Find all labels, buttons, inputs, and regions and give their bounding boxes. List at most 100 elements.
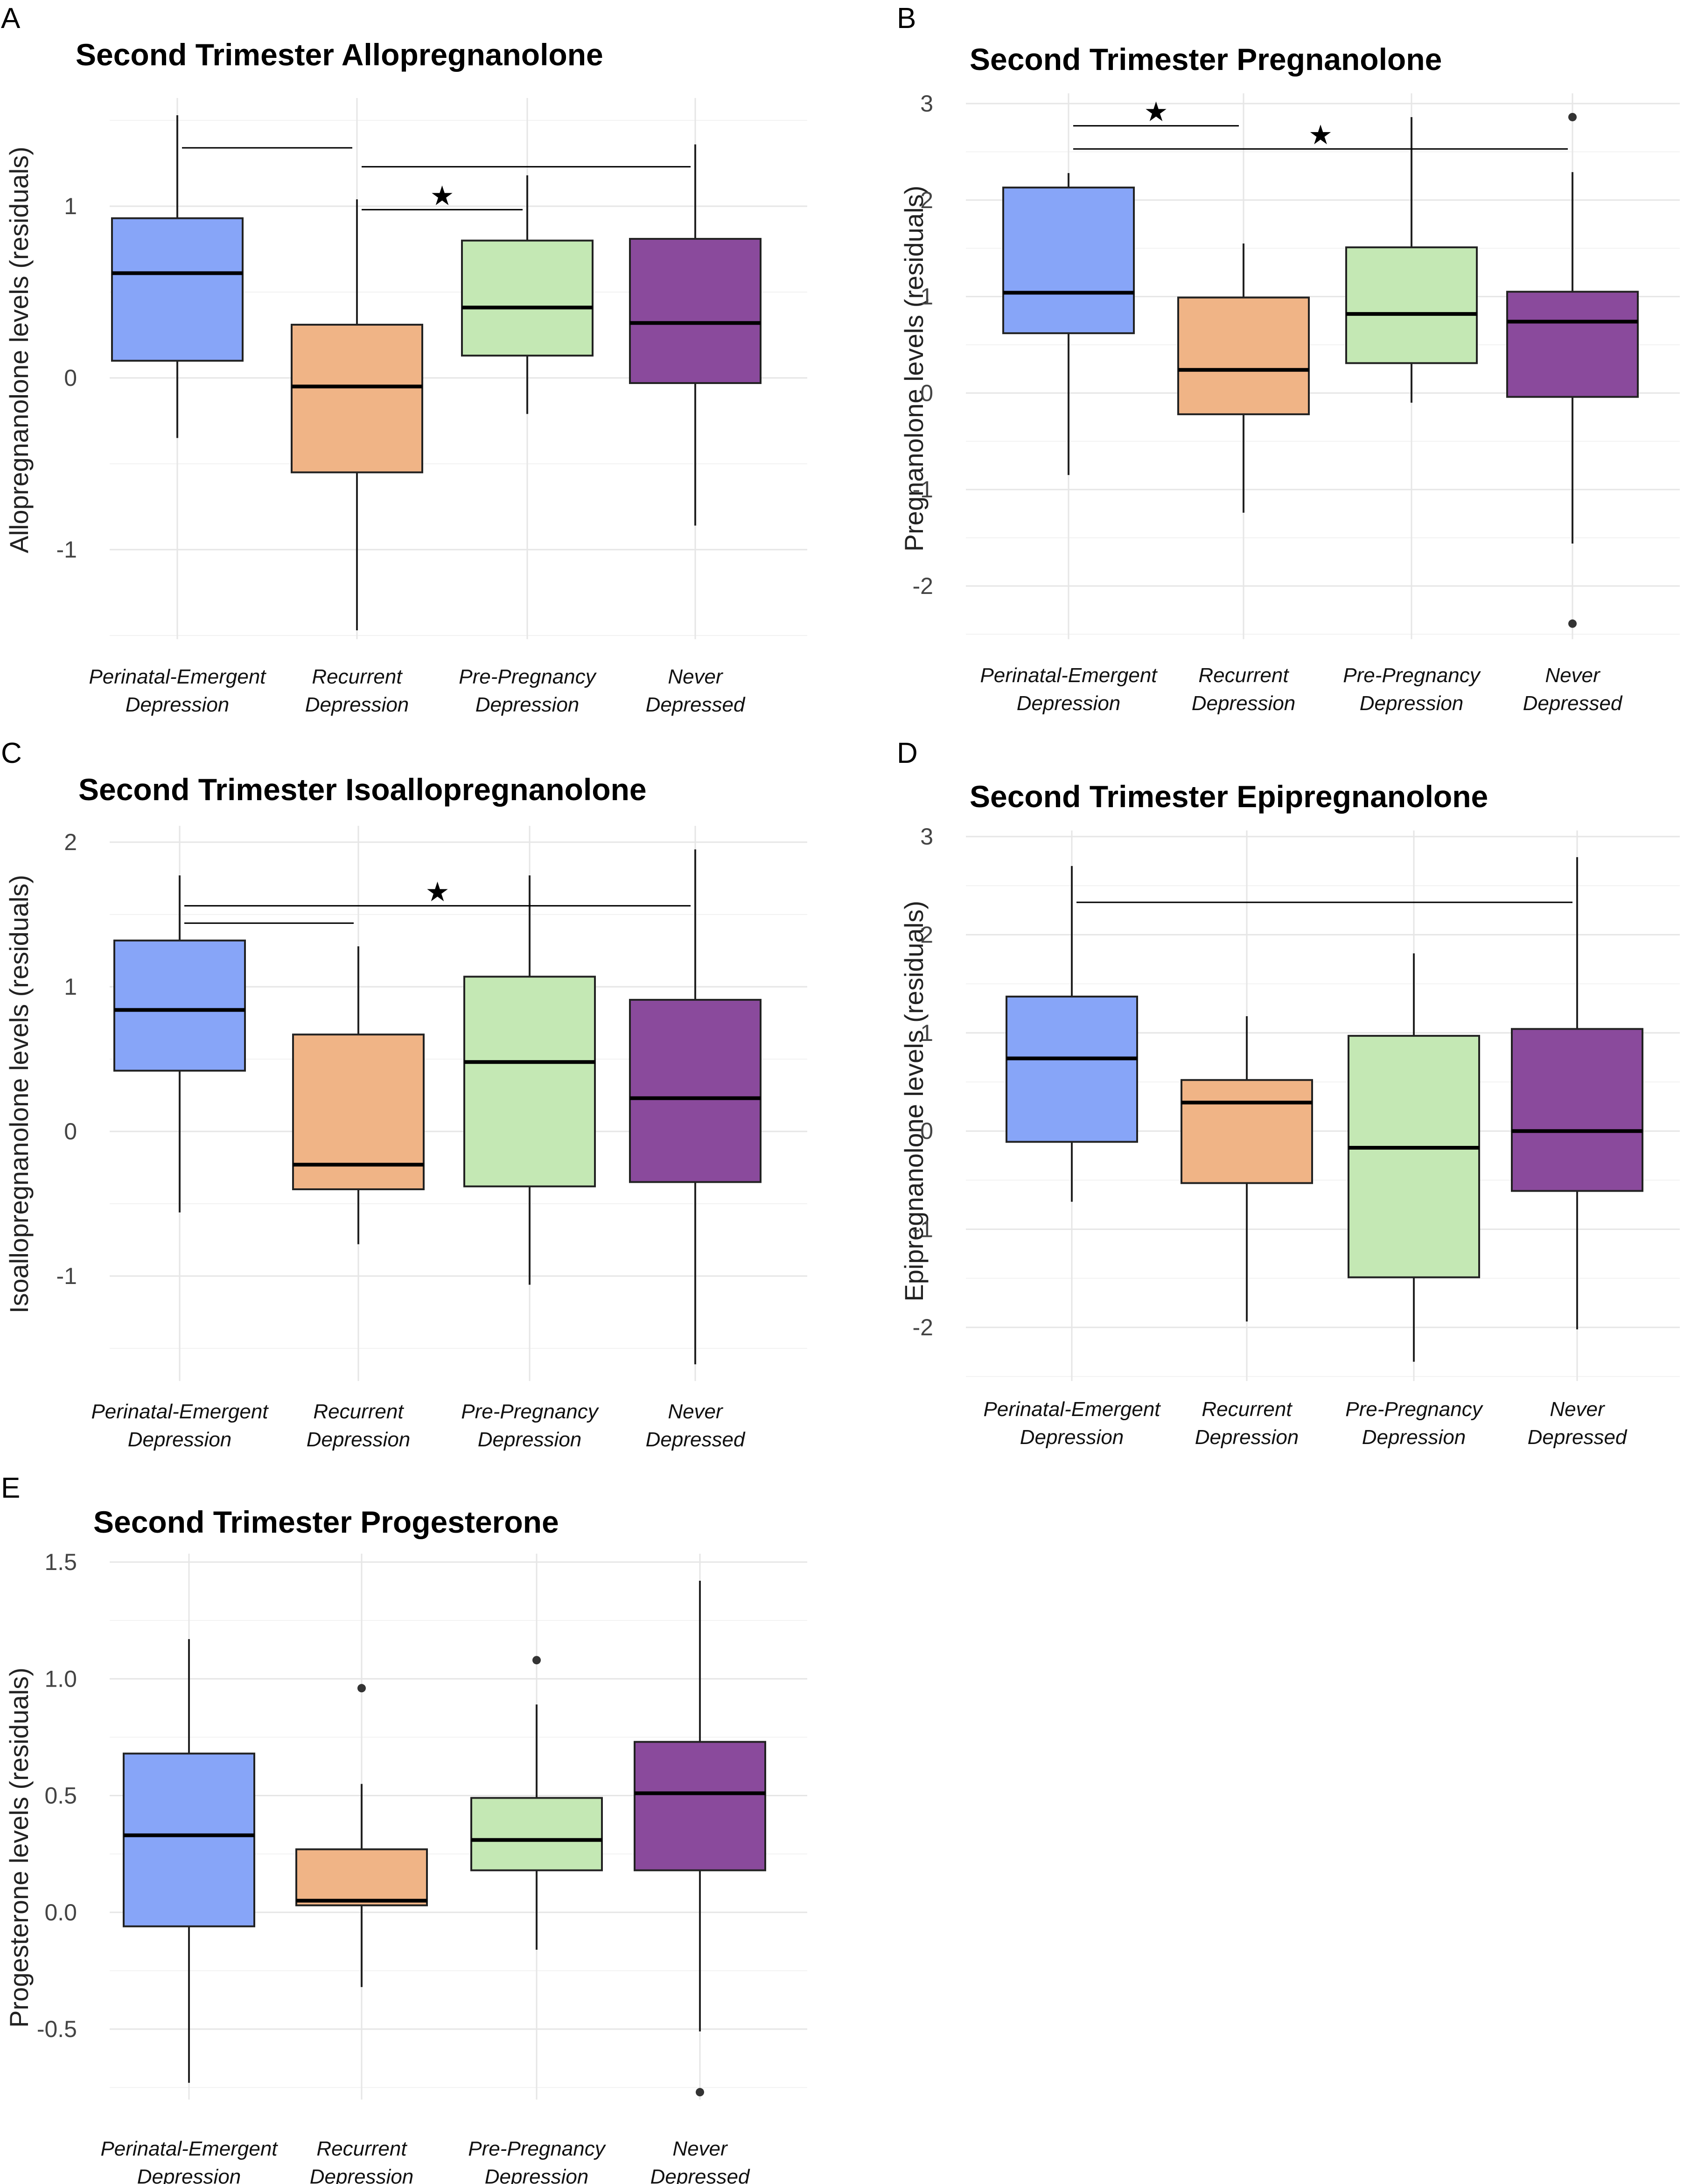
- x-tick-label-line: Depressed: [646, 693, 746, 716]
- y-tick-label: 1.5: [44, 1549, 77, 1575]
- iqr-box: [1345, 246, 1478, 364]
- y-tick-label: 1: [64, 974, 77, 1000]
- x-tick-label-line: Depressed: [646, 1428, 746, 1451]
- x-tick-label: Never Depressed: [646, 1400, 746, 1451]
- y-axis-label: Progesterone levels (residuals): [4, 1668, 34, 2028]
- x-tick-label-line: Depression: [1192, 692, 1296, 715]
- x-tick-label: Never Depressed: [646, 665, 746, 716]
- x-tick-label-line: Pre-Pregnancy: [461, 1400, 599, 1423]
- x-tick-label-line: Never: [672, 2137, 728, 2160]
- box-4: [629, 849, 762, 1365]
- iqr-box: [1181, 1079, 1313, 1184]
- x-tick-label-line: Perinatal-Emergent: [91, 1400, 269, 1423]
- iqr-box: [113, 939, 246, 1072]
- box-4: [1506, 112, 1639, 628]
- x-tick-label: Perinatal-Emergent Depression: [100, 2137, 278, 2184]
- box-2: [292, 946, 425, 1244]
- y-tick-label: -2: [913, 1314, 933, 1340]
- box-3: [1348, 953, 1480, 1362]
- x-tick-label-line: Perinatal-Emergent: [980, 664, 1158, 687]
- box-3: [1345, 117, 1478, 403]
- x-tick-label-line: Pre-Pregnancy: [1343, 664, 1481, 687]
- iqr-box: [1002, 186, 1135, 335]
- box-1: [1002, 173, 1135, 475]
- box-3: [461, 175, 594, 414]
- iqr-box: [629, 998, 762, 1183]
- x-tick-label: Recurrent Depression: [305, 665, 409, 716]
- y-tick-label: 1: [920, 284, 933, 310]
- iqr-box: [463, 976, 596, 1187]
- y-tick-label: 0: [64, 1118, 77, 1144]
- y-axis-label: Isoallopregnanolone levels (residuals): [4, 875, 34, 1313]
- chart-title: Second Trimester Progesterone: [93, 1505, 559, 1539]
- x-tick-label-line: Depression: [305, 693, 409, 716]
- box-2: [1177, 243, 1310, 513]
- panel-d: D Second Trimester Epipregnanolone Epipreg…: [897, 737, 1680, 1449]
- panel-label: A: [1, 2, 21, 35]
- y-tick-label: -1: [56, 1263, 77, 1289]
- x-tick-label: Never Depressed: [1523, 664, 1623, 715]
- y-tick-label: 2: [920, 921, 933, 948]
- x-tick-label-line: Never: [1550, 1398, 1606, 1421]
- y-tick-label: 1.0: [44, 1666, 77, 1692]
- y-axis-label: Epipregnanolone levels (residuals): [899, 900, 929, 1301]
- x-tick-label: Perinatal-Emergent Depression: [89, 665, 266, 716]
- panel-label: D: [897, 737, 918, 769]
- x-tick-label-line: Never: [1545, 664, 1601, 687]
- box-1: [113, 875, 246, 1213]
- x-tick-label-line: Depression: [128, 1428, 232, 1451]
- x-tick-label-line: Depressed: [1528, 1426, 1628, 1449]
- y-tick-label: 0: [920, 380, 933, 406]
- y-tick-label: 1: [920, 1020, 933, 1046]
- x-tick-label-line: Perinatal-Emergent: [89, 665, 266, 688]
- box-3: [470, 1656, 603, 1950]
- outlier-point: [532, 1656, 541, 1665]
- box-4: [1511, 857, 1643, 1330]
- x-tick-label: Recurrent Depression: [1195, 1398, 1299, 1449]
- x-tick-label-line: Recurrent: [312, 665, 403, 688]
- x-tick-label: Never Depressed: [1528, 1398, 1628, 1449]
- y-tick-label: 2: [920, 187, 933, 213]
- iqr-box: [629, 237, 762, 384]
- x-tick-label: Pre-Pregnancy Depression: [461, 1400, 599, 1451]
- x-tick-label-line: Perinatal-Emergent: [100, 2137, 278, 2160]
- x-tick-label-line: Recurrent: [316, 2137, 407, 2160]
- y-tick-label: -1: [56, 537, 77, 563]
- panel-e: E Second Trimester Progesterone Progestero…: [1, 1472, 807, 2184]
- box-4: [629, 144, 762, 526]
- x-tick-label-line: Depression: [310, 2165, 414, 2184]
- x-tick-label-line: Depression: [1195, 1426, 1299, 1449]
- panel-a: A Second Trimester Allopregnanolone Allopr…: [1, 2, 807, 716]
- x-tick-label-line: Depression: [1020, 1426, 1124, 1449]
- x-tick-label-line: Depression: [1362, 1426, 1466, 1449]
- y-tick-label: 3: [920, 823, 933, 850]
- x-tick-label: Pre-Pregnancy Depression: [1343, 664, 1481, 715]
- outlier-point: [357, 1684, 366, 1693]
- x-tick-label-line: Depression: [475, 693, 580, 716]
- x-tick-label-line: Pre-Pregnancy: [459, 665, 597, 688]
- y-tick-label: 0: [64, 365, 77, 391]
- iqr-box: [470, 1797, 603, 1871]
- x-tick-label-line: Pre-Pregnancy: [1345, 1398, 1483, 1421]
- panel-c: C Second Trimester Isoallopregnanolone Iso…: [1, 737, 807, 1451]
- y-tick-label: 1: [64, 193, 77, 219]
- significance-star: ★: [1144, 97, 1168, 127]
- box-4: [634, 1581, 766, 2097]
- x-tick-label-line: Recurrent: [1202, 1398, 1293, 1421]
- x-tick-label: Perinatal-Emergent Depression: [980, 664, 1158, 715]
- x-tick-label-line: Depression: [478, 1428, 582, 1451]
- x-tick-label-line: Depressed: [650, 2165, 750, 2184]
- x-tick-label: Perinatal-Emergent Depression: [91, 1400, 269, 1451]
- y-axis-label: Allopregnanolone levels (residuals): [4, 147, 34, 553]
- box-1: [123, 1639, 255, 2083]
- x-tick-label: Perinatal-Emergent Depression: [983, 1398, 1161, 1449]
- y-tick-label: 3: [920, 91, 933, 117]
- box-1: [1006, 866, 1138, 1202]
- x-tick-label: Recurrent Depression: [307, 1400, 411, 1451]
- iqr-box: [295, 1848, 428, 1906]
- y-tick-label: 0.5: [44, 1783, 77, 1809]
- x-tick-label-line: Depression: [1017, 692, 1121, 715]
- outlier-point: [696, 2088, 704, 2097]
- chart-title: Second Trimester Pregnanolone: [970, 42, 1442, 77]
